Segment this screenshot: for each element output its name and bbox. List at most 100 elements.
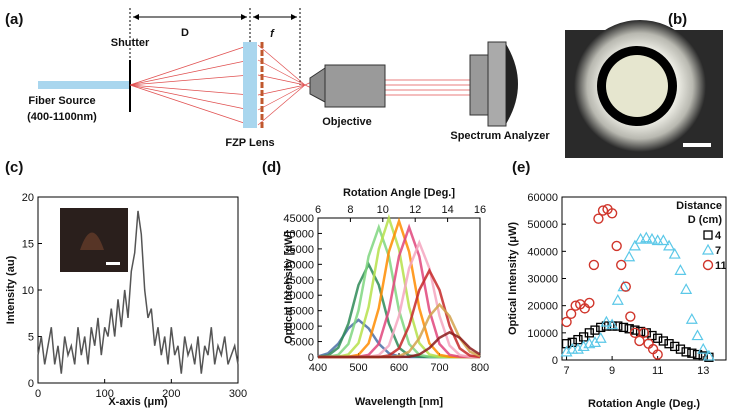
legend-marker [703,230,713,240]
x-tick-label: 100 [95,388,113,400]
point [593,213,604,224]
label: Shutter [111,37,150,49]
label: f [270,28,275,40]
arrow-head [241,14,247,20]
point [594,332,607,343]
point [625,311,636,322]
point [658,336,669,346]
y-tick-label: 50000 [527,219,558,231]
analyzer-lens [506,44,518,124]
point [606,208,618,219]
label: D [181,27,189,39]
point [691,329,704,341]
label: Spectrum Analyzer [450,130,550,142]
x2-axis-label: Rotation Angle [Deg.] [343,187,455,199]
analyzer-body [487,41,507,127]
point [600,315,613,327]
x2-tick-label: 10 [377,204,389,216]
legend-label: 4 [715,230,722,242]
x-tick-label: 700 [430,362,448,374]
setup-diagram: (a) D f Shutter Fiber Source (400-1100nm… [5,8,550,149]
point [640,231,653,243]
legend-label: 7 [715,245,721,257]
y-tick-label: 20000 [527,301,558,313]
scale-bar [683,143,711,147]
panel-label: (d) [262,159,281,176]
point [697,342,710,354]
point [664,339,674,349]
point [611,293,624,305]
rays [129,44,470,126]
objective-tip [309,67,326,103]
point [628,239,641,251]
point [687,348,697,358]
x-tick-label: 200 [162,388,180,400]
point [590,325,600,335]
y-axis-label: Intensity (au) [5,255,17,324]
point [681,347,691,357]
point [645,232,658,244]
x2-tick-label: 12 [409,204,421,216]
point [657,234,670,246]
fzp-lens [243,42,257,128]
point [588,259,600,271]
point [573,334,583,345]
x-axis-label: X-axis (μm) [108,396,168,408]
point [638,327,650,339]
point [611,240,622,252]
point [670,341,680,352]
fiber [38,81,130,89]
y-tick-label: 20 [22,192,34,204]
x-axis-label: Rotation Angle (Deg.) [588,398,700,410]
panel-label: (c) [5,159,23,176]
x-tick-label: 11 [652,365,663,377]
point [584,297,595,309]
point [653,333,663,343]
x-axis-label: Wavelength [nm] [355,396,444,408]
legend-marker [701,243,715,255]
inset-image [60,208,128,272]
focus-spot [606,55,668,117]
x-tick-label: 9 [609,365,615,377]
x2-tick-label: 8 [347,204,353,216]
point [668,247,681,259]
point [692,349,703,360]
x2-tick-label: 6 [315,204,321,216]
label: FZP Lens [225,137,274,149]
panel-label: (b) [668,11,687,28]
point [613,321,623,331]
objective [324,64,386,108]
y-tick-label: 0 [28,378,34,390]
y-tick-label: 40000 [283,228,314,240]
arrow-head [133,14,139,20]
legend-label: 11 [715,260,727,272]
x-tick-label: 800 [471,362,489,374]
y-tick-label: 40000 [527,246,558,258]
panel-label: (e) [512,159,530,176]
y-tick-label: 10000 [527,328,558,340]
point [652,349,663,360]
spectrum-line [318,330,481,359]
point [561,316,572,328]
arrow-head [291,14,297,20]
panel-label: (a) [5,11,23,28]
point [616,259,627,271]
scale-bar [106,262,120,265]
x-tick-label: 500 [349,362,367,374]
point [560,345,573,357]
y-axis-label: Optical Intensity (μW) [507,222,519,335]
label: (400-1100nm) [27,111,97,123]
y-tick-label: 35000 [283,244,314,256]
point [651,234,664,246]
y-tick-label: 30000 [283,259,314,271]
x-tick-label: 600 [390,362,408,374]
point [675,344,686,354]
point [685,313,698,324]
point [623,250,636,262]
arrow-head [253,14,259,20]
point [565,308,577,320]
point [571,342,584,354]
point [618,322,629,333]
x-tick-label: 0 [35,388,41,400]
